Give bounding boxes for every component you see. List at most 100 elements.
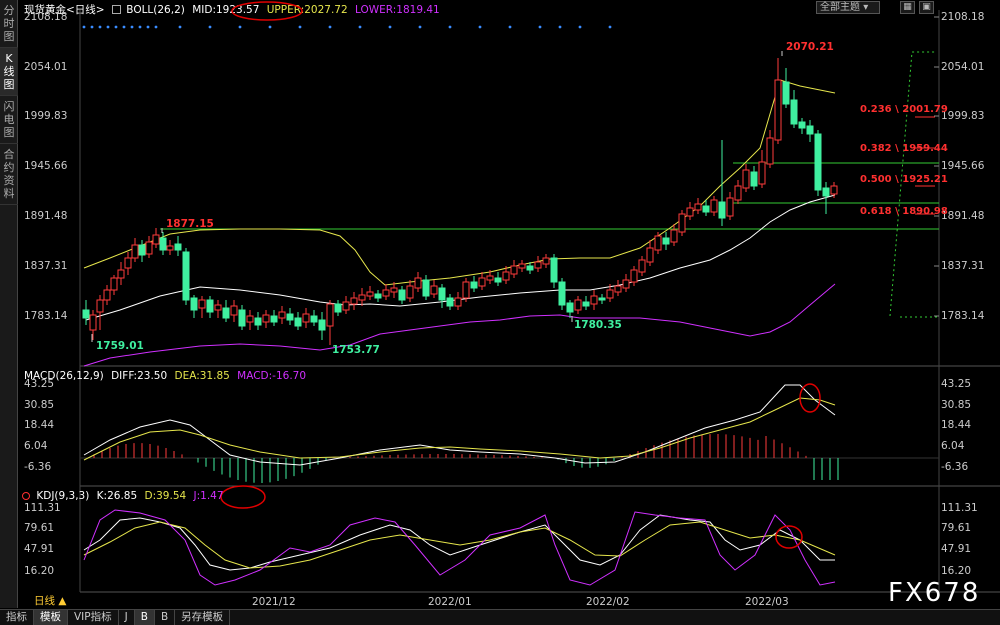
macd-y-right-4: -6.36 [941, 461, 969, 473]
candle-body [502, 271, 510, 281]
theme-select-button[interactable]: 全部主题 ▾ [816, 1, 880, 14]
kdj-k-value: K:26.85 [96, 490, 138, 502]
kdj-d-value: D:39.54 [144, 490, 187, 502]
chevron-down-icon: ▾ [863, 2, 869, 13]
event-dot [358, 25, 362, 29]
tab-flash-chart[interactable]: 闪电图 [0, 96, 18, 144]
tab-vip-indicator[interactable]: VIP指标 [68, 610, 119, 625]
candle-body [366, 291, 374, 297]
layout-grid-icon[interactable]: ▦ [900, 1, 915, 14]
macd-y-left-3: 6.04 [24, 440, 48, 452]
period-selector[interactable]: 日线 ▲ [34, 595, 67, 607]
macd-indicator-name: MACD(26,12,9) [24, 370, 104, 382]
fib-label-0500: 0.500 \ 1925.21 [860, 174, 948, 185]
tab-indicator[interactable]: 指标 [0, 610, 34, 625]
candle-body [622, 279, 630, 289]
candle-body [638, 259, 646, 273]
tab-save-template[interactable]: 另存模板 [175, 610, 231, 625]
candle-body [614, 285, 622, 293]
kdj-toggle-icon[interactable] [22, 492, 30, 500]
candle-body [82, 309, 90, 319]
boll-lower-value: LOWER:1819.41 [355, 4, 440, 16]
event-dot [82, 25, 86, 29]
tab-contract-info[interactable]: 合约资料 [0, 144, 18, 205]
candle-body [734, 185, 742, 201]
event-dot [298, 25, 302, 29]
y-tick-left-4: 1891.48 [24, 210, 68, 222]
event-dot [238, 25, 242, 29]
candle-body [294, 317, 302, 327]
y-tick-left-2: 1999.83 [24, 110, 68, 122]
candle-body [558, 281, 566, 306]
candle-body [206, 299, 214, 313]
candle-body [230, 305, 238, 316]
candle-body [222, 307, 230, 319]
y-tick-right-0: 2108.18 [941, 11, 985, 23]
macd-diff-value: DIFF:23.50 [111, 370, 168, 382]
candle-body [382, 289, 390, 297]
macd-y-right-2: 18.44 [941, 419, 972, 431]
candle-body [398, 289, 406, 301]
y-tick-left-3: 1945.66 [24, 160, 68, 172]
price-label-high-2070: 2070.21 [786, 41, 834, 53]
event-dot [98, 25, 102, 29]
candle-body [96, 299, 104, 313]
tab-time-chart[interactable]: 分时图 [0, 0, 18, 48]
event-dot [578, 25, 582, 29]
candle-body [574, 299, 582, 311]
candle-body [318, 319, 326, 331]
candle-body [124, 257, 132, 269]
event-dot [146, 25, 150, 29]
candle-body [262, 314, 270, 323]
candle-body [110, 277, 118, 291]
candle-body [646, 247, 654, 263]
candle-body [806, 125, 814, 135]
tab-b-2[interactable]: B [155, 610, 176, 625]
tab-kline-chart[interactable]: K线图 [0, 48, 18, 96]
candle-body [478, 277, 486, 287]
candle-body [766, 137, 774, 165]
tab-b-1[interactable]: B [134, 610, 155, 625]
candle-body [214, 304, 222, 311]
event-dot [114, 25, 118, 29]
event-dot [388, 25, 392, 29]
tab-j[interactable]: J [119, 610, 135, 625]
candle-body [550, 257, 558, 283]
tab-template[interactable]: 模板 [34, 610, 68, 625]
event-dot [208, 25, 212, 29]
boll-toggle-icon[interactable] [111, 5, 121, 14]
layout-window-icon[interactable]: ▣ [919, 1, 934, 14]
candle-body [374, 293, 382, 299]
candle-body [190, 297, 198, 311]
macd-y-left-4: -6.36 [24, 461, 52, 473]
kdj-indicator-name: KDJ(9,3,3) [36, 490, 90, 502]
candle-body [598, 297, 606, 301]
macd-y-right-3: 6.04 [941, 440, 965, 452]
price-label-1780: 1780.35 [574, 319, 622, 331]
candle-body [166, 245, 174, 251]
boll-mid-line [85, 194, 836, 321]
event-dot [478, 25, 482, 29]
candle-body [254, 317, 262, 326]
event-dot [538, 25, 542, 29]
candle-body [750, 171, 758, 187]
kdj-d-line [83, 521, 836, 569]
candle-body [742, 169, 750, 189]
candle-body [422, 279, 430, 297]
candle-body [654, 235, 662, 251]
instrument-title: 现货黄金<日线> [24, 4, 105, 16]
candle-body [278, 311, 286, 319]
event-dot [90, 25, 94, 29]
y-tick-right-2: 1999.83 [941, 110, 985, 122]
x-label-2022-02: 2022/02 [586, 596, 630, 608]
kdj-y-right-2: 47.91 [941, 543, 972, 555]
y-tick-left-5: 1837.31 [24, 260, 68, 272]
macd-macd-value: MACD:-16.70 [237, 370, 307, 382]
macd-y-left-1: 30.85 [24, 399, 55, 411]
kdj-j-line [83, 509, 836, 586]
candle-body [174, 243, 182, 251]
candle-body [103, 289, 111, 301]
kdj-k-line [83, 514, 835, 571]
candle-body [414, 277, 422, 289]
